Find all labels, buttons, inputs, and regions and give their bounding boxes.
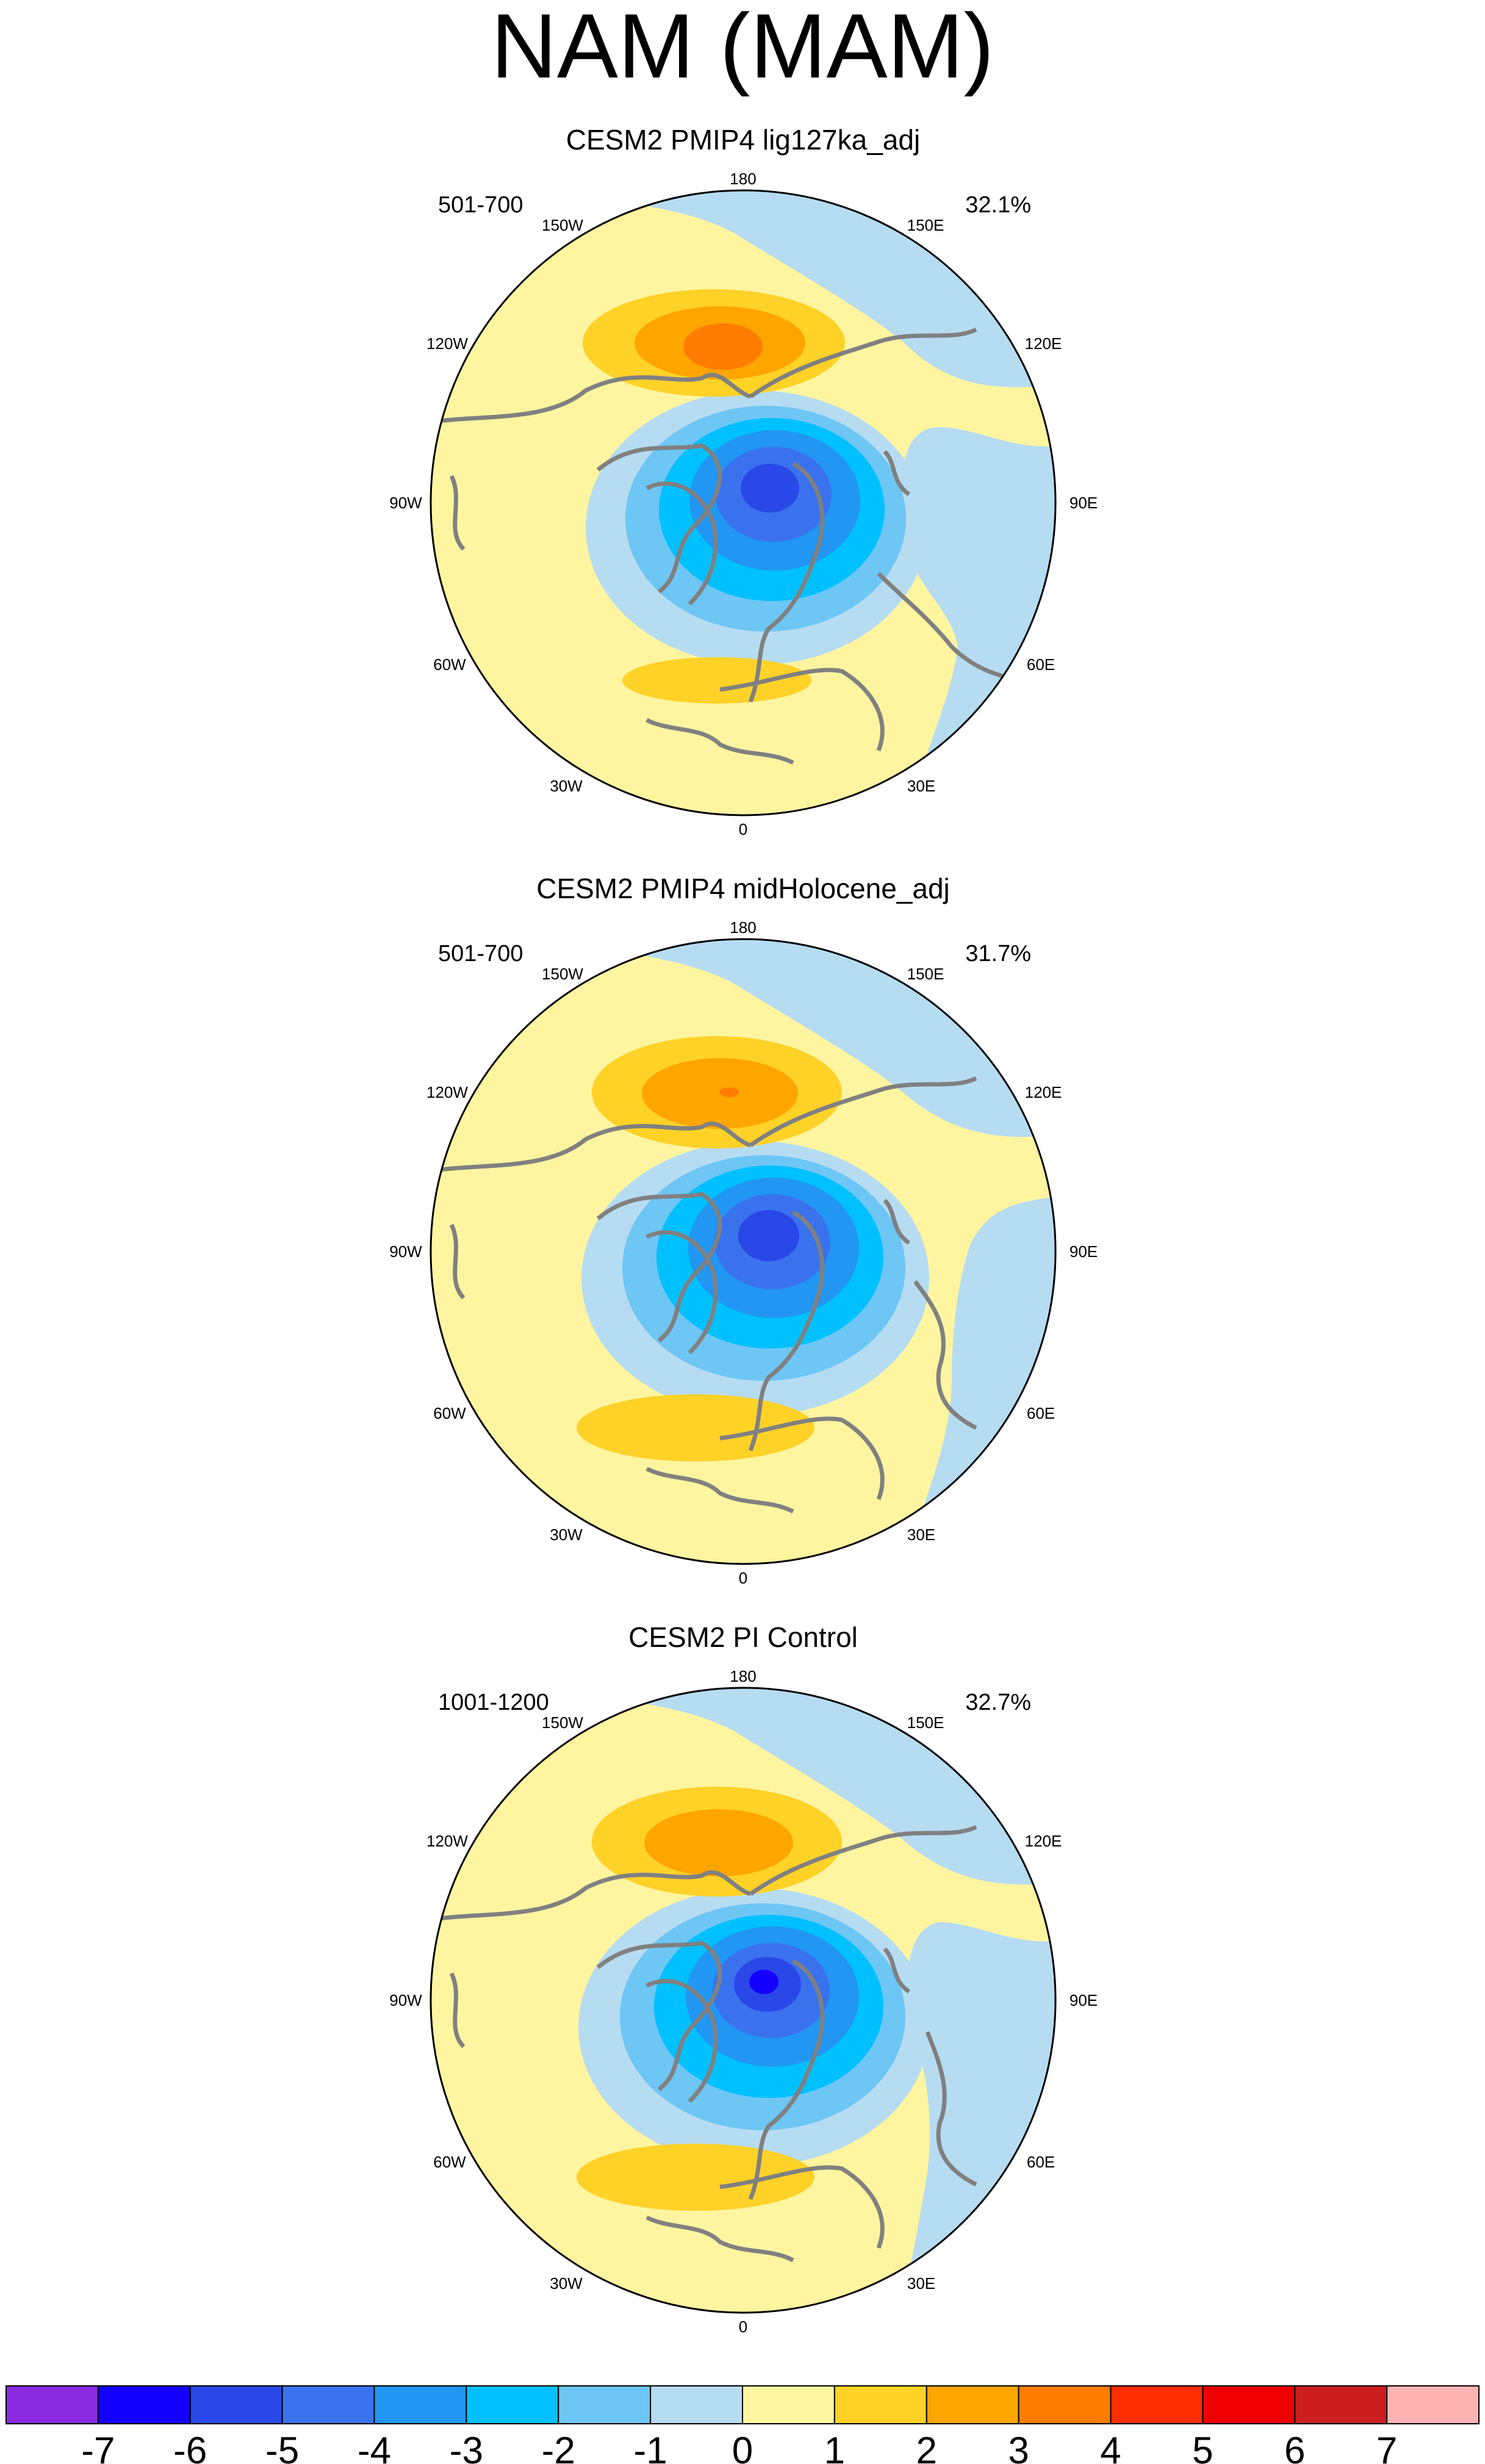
figure-title: NAM (MAM)	[491, 0, 994, 97]
panel-years: 501-700	[438, 192, 523, 218]
colorbar-swatch	[926, 2385, 1019, 2424]
colorbar-label: -3	[450, 2430, 483, 2464]
panel-variance: 31.7%	[965, 941, 1031, 967]
lon-label-30e: 30E	[907, 777, 935, 795]
colorbar-label: -2	[542, 2430, 575, 2464]
panel-title: CESM2 PMIP4 lig127ka_adj	[566, 124, 920, 156]
colorbar-swatch	[1386, 2385, 1480, 2424]
colorbar-swatch	[373, 2385, 467, 2424]
lon-label-60w: 60W	[433, 1404, 466, 1422]
lon-label-120w: 120W	[426, 334, 468, 353]
panel-variance: 32.7%	[965, 1690, 1031, 1715]
lon-label-90e: 90E	[1070, 1242, 1098, 1261]
panel-years: 501-700	[438, 941, 523, 967]
lon-label-150e: 150E	[907, 965, 944, 983]
panel-title: CESM2 PI Control	[628, 1621, 858, 1653]
lon-label-180: 180	[730, 1667, 756, 1685]
colorbar-label: 2	[916, 2430, 937, 2464]
coastlines	[439, 1825, 977, 2263]
map-boundary	[430, 1687, 1057, 2314]
map-boundary	[430, 938, 1057, 1565]
lon-label-90w: 90W	[389, 494, 422, 512]
colorbar-swatch	[189, 2385, 283, 2424]
colorbar-label: -5	[265, 2430, 299, 2464]
panel-title: CESM2 PMIP4 midHolocene_adj	[536, 873, 950, 904]
colorbar-swatch	[1110, 2385, 1204, 2424]
lon-label-30w: 30W	[550, 777, 583, 795]
panel-midholocene: CESM2 PMIP4 midHolocene_adj 501-700 31.7…	[389, 873, 1098, 1587]
lon-label-120e: 120E	[1025, 1832, 1062, 1850]
lon-label-120w: 120W	[426, 1832, 468, 1850]
lon-label-30w: 30W	[550, 2274, 583, 2293]
lon-label-90w: 90W	[389, 1991, 422, 2009]
lon-label-120e: 120E	[1025, 334, 1062, 353]
lon-label-150e: 150E	[907, 1713, 944, 1732]
colorbar-swatch	[558, 2385, 652, 2424]
longitude-labels: 180 0 150W 120W 90W 60W 30W 150E 120E 90…	[389, 1667, 1098, 2336]
lon-label-150w: 150W	[542, 965, 583, 983]
lon-label-30e: 30E	[907, 2274, 935, 2293]
panel-years: 1001-1200	[438, 1690, 549, 1715]
colorbar-swatch	[5, 2385, 99, 2424]
colorbar-label: 4	[1100, 2430, 1121, 2464]
lon-label-90e: 90E	[1070, 1991, 1098, 2009]
colorbar-swatch	[742, 2385, 835, 2424]
colorbar-label: -4	[358, 2430, 391, 2464]
colorbar-label: 7	[1376, 2430, 1397, 2464]
colorbar-swatch	[1294, 2385, 1388, 2424]
lon-label-120w: 120W	[426, 1083, 468, 1101]
lon-label-0: 0	[739, 2318, 747, 2336]
colorbar-label: 1	[824, 2430, 845, 2464]
colorbar-label: 3	[1008, 2430, 1029, 2464]
lon-label-60e: 60E	[1027, 1404, 1055, 1422]
longitude-labels: 180 0 150W 120W 90W 60W 30W 150E 120E 90…	[389, 170, 1098, 838]
colorbar-label: -7	[81, 2430, 115, 2464]
lon-label-0: 0	[739, 820, 747, 838]
colorbar-swatch	[466, 2385, 559, 2424]
lon-label-0: 0	[739, 1569, 747, 1587]
colorbar-swatch	[650, 2385, 743, 2424]
colorbar-swatch	[1018, 2385, 1112, 2424]
lon-label-120e: 120E	[1025, 1083, 1062, 1101]
lon-label-60e: 60E	[1027, 2153, 1055, 2171]
colorbar-swatch	[281, 2385, 375, 2424]
lon-label-150e: 150E	[907, 216, 944, 234]
map-boundary	[430, 189, 1057, 816]
lon-label-60w: 60W	[433, 655, 466, 674]
lon-label-180: 180	[730, 170, 756, 188]
colorbar: -7 -6 -5 -4 -3 -2 -1 0 1 2 3 4 5 6 7	[5, 2385, 1480, 2464]
colorbar-label: -6	[173, 2430, 207, 2464]
lon-label-60w: 60W	[433, 2153, 466, 2171]
colorbar-label: -1	[634, 2430, 667, 2464]
panel-variance: 32.1%	[965, 192, 1031, 218]
colorbar-swatch	[1202, 2385, 1296, 2424]
colorbar-label: 6	[1284, 2430, 1305, 2464]
longitude-labels: 180 0 150W 120W 90W 60W 30W 150E 120E 90…	[389, 918, 1098, 1587]
lon-label-150w: 150W	[542, 1713, 583, 1732]
panel-pi-control: CESM2 PI Control 1001-1200 32.7%	[389, 1621, 1098, 2336]
colorbar-swatch	[833, 2385, 927, 2424]
colorbar-label: 5	[1192, 2430, 1213, 2464]
panel-lig127ka: CESM2 PMIP4 lig127ka_adj 501-700 32.1%	[389, 124, 1098, 838]
coastlines	[439, 1076, 977, 1514]
lon-label-90e: 90E	[1070, 494, 1098, 512]
map-field	[431, 190, 1055, 815]
coastlines	[439, 327, 1038, 765]
lon-label-30e: 30E	[907, 1526, 935, 1544]
lon-label-30w: 30W	[550, 1526, 583, 1544]
lon-label-150w: 150W	[542, 216, 583, 234]
colorbar-swatch	[97, 2385, 191, 2424]
lon-label-90w: 90W	[389, 1242, 422, 1261]
lon-label-60e: 60E	[1027, 655, 1055, 674]
colorbar-label: 0	[732, 2430, 753, 2464]
lon-label-180: 180	[730, 918, 756, 937]
